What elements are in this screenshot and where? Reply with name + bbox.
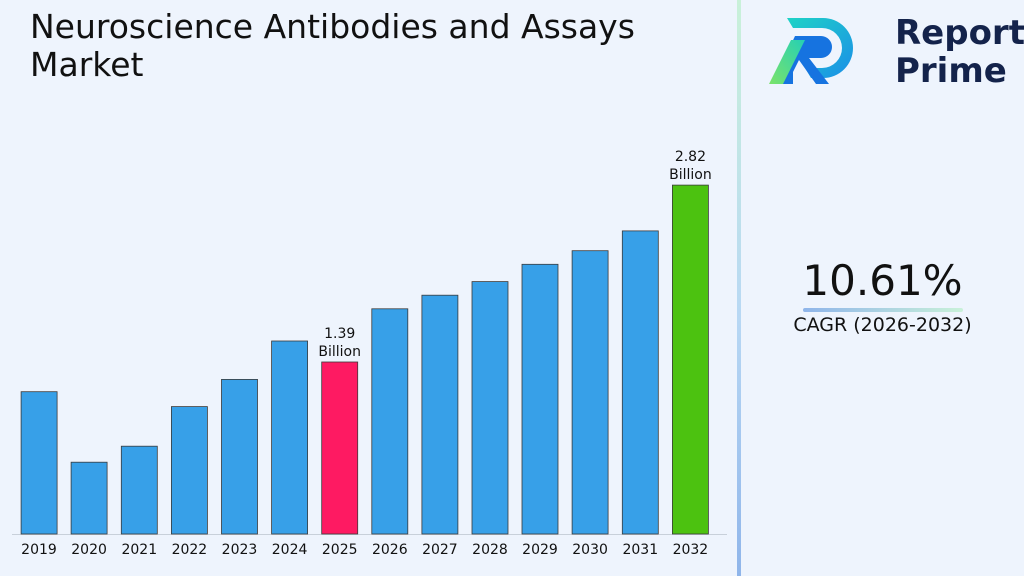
bar-2031 — [621, 230, 659, 535]
data-label-unit-2025: Billion — [318, 344, 361, 360]
x-tick-label-2023: 2023 — [222, 542, 258, 558]
x-tick-label-2021: 2021 — [121, 542, 157, 558]
bar-2032 — [672, 184, 709, 535]
x-tick-label-2026: 2026 — [372, 542, 408, 558]
bar-2023 — [221, 378, 258, 535]
brand-name-line1: Report — [895, 13, 1024, 53]
panel-divider — [737, 0, 741, 576]
x-tick-label-2019: 2019 — [21, 542, 57, 558]
x-tick-label-2025: 2025 — [322, 542, 358, 558]
x-tick-label-2032: 2032 — [673, 542, 709, 558]
brand-name-line2: Prime — [895, 51, 1007, 91]
cagr-underline — [803, 308, 963, 312]
bar-2022 — [170, 406, 208, 535]
x-tick-label-2031: 2031 — [622, 542, 658, 558]
brand-logo: Report Prime — [765, 14, 1024, 91]
cagr-value: 10.61% — [802, 256, 963, 305]
bar-2021 — [120, 445, 158, 535]
bar-2028 — [471, 281, 509, 535]
bar-2020 — [70, 461, 108, 535]
bar-2025 — [321, 361, 359, 535]
bar-2026 — [371, 308, 409, 535]
x-tick-label-2024: 2024 — [272, 542, 308, 558]
bar-2029 — [521, 263, 559, 535]
x-tick-label-2028: 2028 — [472, 542, 508, 558]
data-label-value-2025: 1.39 — [324, 326, 355, 342]
x-tick-label-2022: 2022 — [172, 542, 208, 558]
bar-2030 — [571, 250, 609, 535]
data-label-value-2032: 2.82 — [675, 149, 706, 165]
bar-2027 — [421, 294, 459, 535]
x-tick-label-2030: 2030 — [572, 542, 608, 558]
bar-2019 — [20, 391, 58, 535]
cagr-label: CAGR (2026-2032) — [793, 314, 972, 336]
right-panel: Report Prime 10.61% CAGR (2026-2032) — [741, 0, 1024, 576]
x-tick-label-2020: 2020 — [71, 542, 107, 558]
x-tick-label-2027: 2027 — [422, 542, 458, 558]
data-label-unit-2032: Billion — [669, 167, 712, 183]
chart-title: Neuroscience Antibodies and Assays Marke… — [30, 7, 635, 84]
x-tick-label-2029: 2029 — [522, 542, 558, 558]
bar-chart: 2019 2020 2021 2022 2023 2024 2025 2026 2027 2028… — [12, 149, 727, 558]
bar-2024 — [271, 340, 309, 535]
report-prime-logo-icon — [769, 18, 853, 84]
